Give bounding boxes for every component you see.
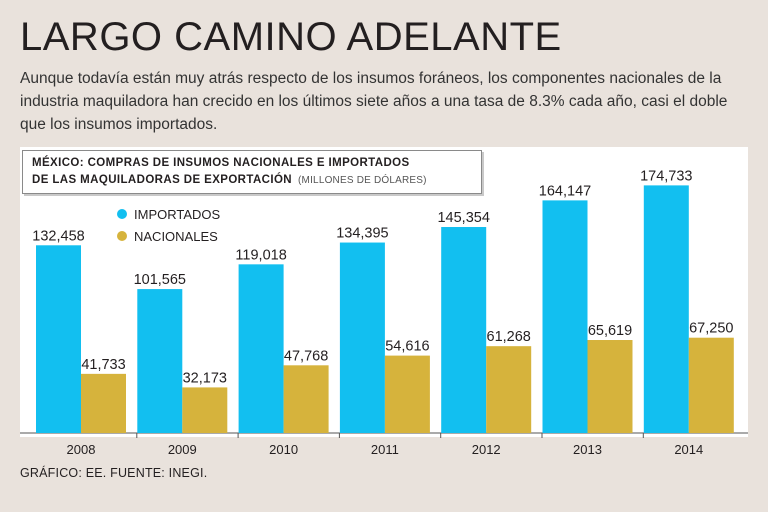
data-label-importados-2011: 134,395: [336, 226, 388, 242]
data-label-nacionales-2014: 67,250: [689, 321, 733, 337]
chart-title-line2: DE LAS MAQUILADORAS DE EXPORTACIÓN (MILLO…: [32, 174, 427, 186]
bar-importados-2008: [36, 245, 81, 433]
data-label-nacionales-2009: 32,173: [183, 370, 227, 386]
bar-importados-2012: [441, 227, 487, 433]
data-label-nacionales-2011: 54,616: [385, 339, 429, 355]
bar-nacionales-2011: [384, 355, 430, 433]
page-title: LARGO CAMINO ADELANTE: [20, 15, 562, 59]
data-label-importados-2013: 164,147: [539, 183, 591, 199]
legend-marker-importados: [117, 209, 127, 219]
x-tick-label-2011: 2011: [371, 442, 399, 457]
bar-nacionales-2009: [182, 387, 228, 433]
data-label-nacionales-2008: 41,733: [81, 357, 125, 373]
data-label-nacionales-2012: 61,268: [487, 329, 531, 345]
bar-nacionales-2008: [81, 373, 126, 433]
x-tick-label-2008: 2008: [67, 442, 96, 457]
data-label-importados-2010: 119,018: [235, 247, 286, 263]
source-credit: GRÁFICO: EE. FUENTE: INEGI.: [20, 466, 208, 480]
data-label-importados-2014: 174,733: [640, 168, 692, 184]
x-tick-label-2014: 2014: [674, 442, 703, 457]
chart-units: (MILLONES DE DÓLARES): [298, 175, 427, 186]
legend-label-nacionales: NACIONALES: [134, 229, 218, 244]
bar-nacionales-2013: [587, 340, 633, 433]
x-tick-label-2010: 2010: [269, 442, 298, 457]
data-label-importados-2009: 101,565: [134, 272, 186, 288]
bar-importados-2010: [238, 264, 284, 433]
chart-title-line2-text: DE LAS MAQUILADORAS DE EXPORTACIÓN: [32, 174, 293, 186]
bar-nacionales-2014: [688, 337, 734, 433]
legend-label-importados: IMPORTADOS: [134, 207, 221, 222]
legend-marker-nacionales: [117, 231, 127, 241]
data-label-nacionales-2013: 65,619: [588, 323, 632, 339]
bar-importados-2014: [643, 185, 689, 433]
bar-nacionales-2010: [283, 365, 329, 433]
bar-importados-2013: [542, 200, 588, 433]
data-label-importados-2008: 132,458: [32, 228, 84, 244]
bar-importados-2011: [339, 242, 385, 433]
chart-header: MÉXICO: COMPRAS DE INSUMOS NACIONALES E …: [22, 150, 482, 194]
chart-title-line1: MÉXICO: COMPRAS DE INSUMOS NACIONALES E …: [32, 157, 410, 169]
x-tick-label-2012: 2012: [472, 442, 501, 457]
data-label-importados-2012: 145,354: [437, 210, 489, 226]
bar-importados-2009: [137, 289, 183, 433]
data-label-nacionales-2010: 47,768: [284, 348, 328, 364]
x-tick-label-2013: 2013: [573, 442, 602, 457]
subtitle: Aunque todavía están muy atrás respecto …: [20, 70, 728, 133]
bar-nacionales-2012: [486, 346, 532, 433]
x-tick-label-2009: 2009: [168, 442, 197, 457]
